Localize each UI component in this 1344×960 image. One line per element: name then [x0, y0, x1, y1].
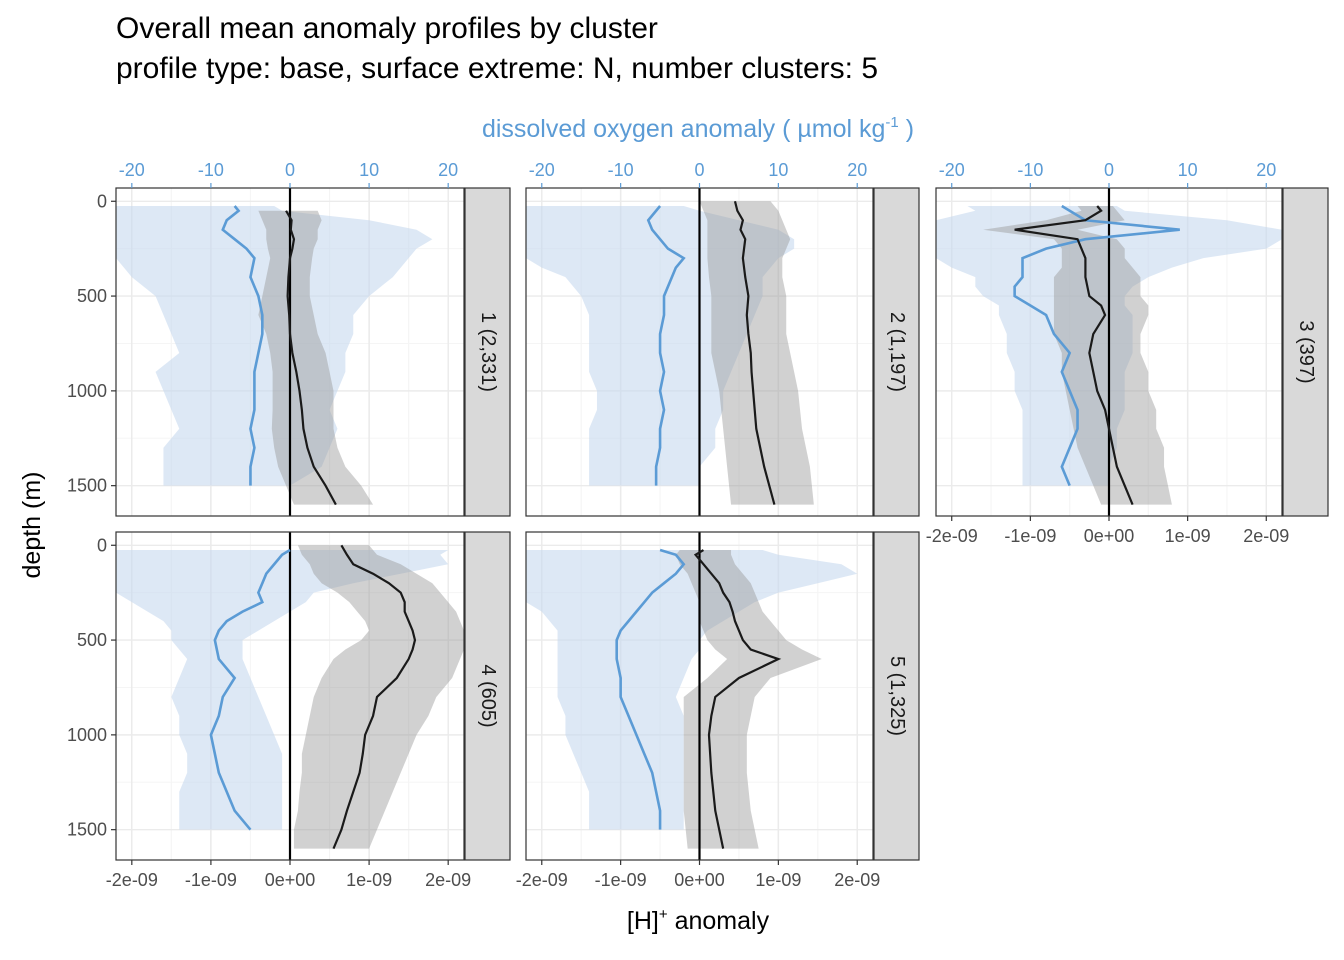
hplus-mean-line — [733, 201, 776, 505]
facet-strip — [464, 531, 511, 861]
facet-strip-label: 5 (1,325) — [886, 656, 908, 736]
panel-2: 2 (1,197) -20 -10 0 10 20 — [525, 160, 920, 517]
y-tick-label: 1000 — [67, 725, 107, 745]
panel-5: 5 (1,325) -2e-09 -1e-09 0e+00 1e-09 2e-09 — [516, 531, 920, 890]
grid — [526, 188, 873, 516]
facet-strip — [1282, 187, 1329, 517]
oxygen-mean-line — [209, 548, 291, 831]
top-tick-label: 0 — [694, 160, 704, 180]
bottom-tick-label: 0e+00 — [265, 870, 316, 890]
bottom-tick-label: 0e+00 — [1084, 526, 1135, 546]
oxygen-range-band — [526, 550, 858, 830]
top-tick-label: -20 — [529, 160, 555, 180]
facet-strip — [873, 531, 920, 861]
bottom-tick-label: -2e-09 — [926, 526, 978, 546]
grid — [526, 532, 873, 860]
oxygen-mean-line — [221, 205, 264, 486]
top-tick-label: 10 — [768, 160, 788, 180]
hplus-range-band — [293, 545, 464, 849]
bottom-tick-label: -1e-09 — [1004, 526, 1056, 546]
y-tick-label: 0 — [97, 535, 107, 555]
y-tick-label: 1500 — [67, 476, 107, 496]
hplus-mean-line — [693, 549, 782, 849]
top-axis-title: dissolved oxygen anomaly ( µmol kg-1 ) — [482, 114, 914, 143]
bottom-tick-label: -2e-09 — [106, 870, 158, 890]
facet-strip-label: 2 (1,197) — [886, 312, 908, 392]
panel-4: 4 (605) 0 500 1000 1500 -2e-09 -1e-09 0e+00 1e-0… — [67, 531, 511, 890]
top-tick-label: -10 — [608, 160, 634, 180]
grid — [936, 188, 1282, 516]
hplus-mean-line — [332, 544, 417, 850]
y-tick-label: 1500 — [67, 820, 107, 840]
top-tick-label: 20 — [438, 160, 458, 180]
oxygen-mean-line — [1013, 204, 1180, 487]
bottom-tick-label: 2e-09 — [834, 870, 880, 890]
facet-strip-label: 1 (2,331) — [477, 312, 499, 392]
y-axis-title: depth (m) — [18, 472, 46, 579]
chart-subtitle: profile type: base, surface extreme: N, … — [116, 52, 878, 85]
y-tick-label: 500 — [77, 286, 107, 306]
grid — [116, 188, 464, 516]
top-tick-label: 10 — [359, 160, 379, 180]
oxygen-mean-line — [615, 548, 686, 830]
top-tick-label: 0 — [1104, 160, 1114, 180]
panel-1: 1 (2,331) 0 500 1000 1500 -20 -10 0 10 20 — [67, 160, 511, 517]
top-tick-label: -10 — [1017, 160, 1043, 180]
chart-title: Overall mean anomaly profiles by cluster — [116, 12, 658, 45]
top-tick-label: 0 — [285, 160, 295, 180]
bottom-tick-label: 1e-09 — [1165, 526, 1211, 546]
top-tick-label: -20 — [119, 160, 145, 180]
top-tick-label: 10 — [1178, 160, 1198, 180]
oxygen-range-band — [116, 550, 449, 830]
oxygen-mean-line — [646, 205, 686, 486]
bottom-tick-label: 1e-09 — [755, 870, 801, 890]
bottom-tick-label: 2e-09 — [1243, 526, 1289, 546]
y-tick-label: 500 — [77, 630, 107, 650]
hplus-range-band — [983, 206, 1172, 505]
bottom-tick-label: -2e-09 — [516, 870, 568, 890]
top-tick-label: 20 — [847, 160, 867, 180]
top-tick-label: 20 — [1256, 160, 1276, 180]
top-tick-label: -20 — [939, 160, 965, 180]
facet-strip — [873, 187, 920, 517]
y-tick-label: 0 — [97, 191, 107, 211]
facet-strip — [464, 187, 511, 517]
panel-3: 3 (397) -20 -10 0 10 20 -2e-09 -1e-09 0e+00 1e-09… — [926, 160, 1329, 546]
y-tick-label: 1000 — [67, 381, 107, 401]
hplus-mean-line — [1014, 205, 1134, 506]
facet-strip-label: 3 (397) — [1295, 320, 1317, 383]
facet-strip-label: 4 (605) — [477, 664, 499, 727]
bottom-tick-label: -1e-09 — [185, 870, 237, 890]
bottom-tick-label: 2e-09 — [425, 870, 471, 890]
hplus-mean-line — [285, 210, 337, 506]
bottom-axis-title: [H]+ anomaly — [627, 906, 770, 935]
bottom-tick-label: -1e-09 — [595, 870, 647, 890]
grid — [116, 532, 464, 860]
hplus-range-band — [699, 201, 814, 505]
bottom-tick-label: 1e-09 — [346, 870, 392, 890]
oxygen-range-band — [116, 206, 433, 486]
top-tick-label: -10 — [198, 160, 224, 180]
bottom-tick-label: 0e+00 — [674, 870, 725, 890]
